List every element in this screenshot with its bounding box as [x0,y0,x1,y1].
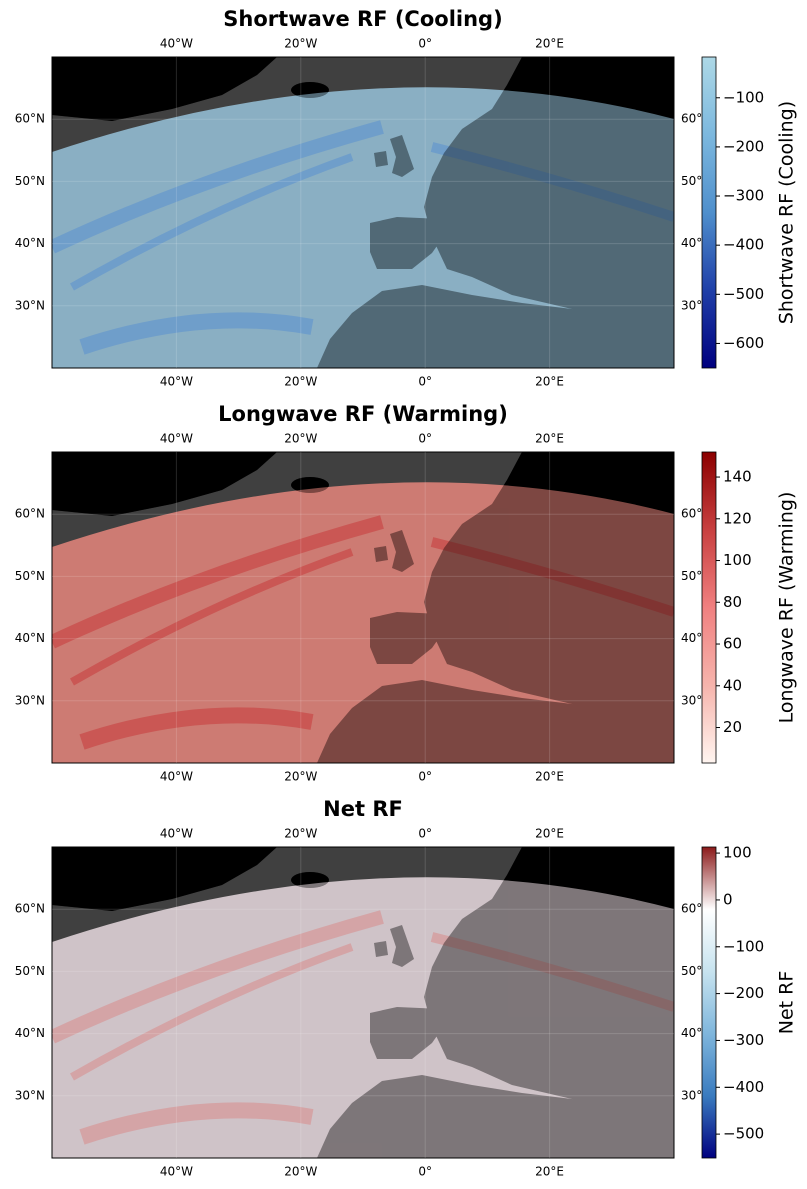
cloud-band [70,943,354,1081]
lat-label-left: 60°N [15,112,45,126]
lon-label-top: 40°W [160,827,193,841]
lon-label-top: 20°W [284,432,317,446]
cloud-band [52,515,384,649]
cloud-band [70,548,354,686]
colorbar [701,451,717,764]
colorbar-tick-label: −200 [723,984,764,1002]
lon-label-top: 20°E [535,432,564,446]
lat-label-left: 60°N [15,902,45,916]
colorbar-tick-label: 60 [723,635,742,653]
lat-label-left: 50°N [15,569,45,583]
lon-label-bottom: 40°W [160,770,193,784]
cloud-band [52,910,384,1044]
colorbar-tick-label: 20 [723,718,742,736]
cloud-band [79,1102,314,1145]
cloud-band [79,707,314,750]
lon-label-bottom: 20°W [284,1165,317,1179]
map: 40°W40°W20°W20°W0°0°20°E20°E60°N 60°N50°N… [15,827,712,1179]
lat-label-left: 50°N [15,174,45,188]
panel-title: Net RF [323,797,403,821]
cloud-band [52,120,384,254]
lon-label-top: 0° [418,37,432,51]
colorbar-tick-label: −400 [723,1078,764,1096]
map-frame [51,451,675,764]
lat-label-left: 40°N [15,631,45,645]
colorbar-tick-label: 40 [723,676,742,694]
colorbar-tick-label: 0 [723,890,733,908]
map: 40°W40°W20°W20°W0°0°20°E20°E60°N 60°N50°N… [15,37,712,389]
colorbar-tick-label: −300 [723,1031,764,1049]
lat-label-left: 30°N [15,693,45,707]
lon-label-bottom: 20°E [535,375,564,389]
colorbar-tick-label: −400 [723,236,764,254]
colorbar-tick-label: 100 [723,844,752,862]
colorbar-tick-label: 100 [723,551,752,569]
colorbar-tick-label: −300 [723,187,764,205]
lon-label-top: 40°W [160,37,193,51]
map-frame [51,56,675,369]
colorbar-tick-label: −100 [723,937,764,955]
lon-label-top: 20°E [535,37,564,51]
cloud-band [70,153,354,291]
lat-label-left: 30°N [15,298,45,312]
lon-label-bottom: 0° [418,1165,432,1179]
colorbar-label: Shortwave RF (Cooling) [776,101,798,324]
map-frame [51,846,675,1159]
colorbar-tick-label: −500 [723,285,764,303]
lon-label-bottom: 20°E [535,1165,564,1179]
lon-label-bottom: 0° [418,375,432,389]
colorbar-tick-label: −200 [723,137,764,155]
lon-label-top: 40°W [160,432,193,446]
colorbar-label: Net RF [776,971,798,1035]
panel-title: Longwave RF (Warming) [218,402,508,426]
colorbar-tick-label: −100 [723,88,764,106]
panel-title: Shortwave RF (Cooling) [223,7,502,31]
lat-label-left: 50°N [15,964,45,978]
lon-label-bottom: 20°E [535,770,564,784]
colorbar-tick-label: 120 [723,509,752,527]
lat-label-left: 40°N [15,236,45,250]
cloud-band [79,312,314,355]
lon-label-top: 0° [418,827,432,841]
colorbar-label: Longwave RF (Warming) [776,492,798,724]
colorbar-tick-label: −500 [723,1125,764,1143]
lon-label-top: 20°E [535,827,564,841]
colorbar-tick-label: −600 [723,334,764,352]
lon-label-top: 20°W [284,827,317,841]
lon-label-bottom: 20°W [284,375,317,389]
colorbar-tick-label: 140 [723,468,752,486]
colorbar-tick-label: 80 [723,593,742,611]
colorbar [701,56,717,369]
lon-label-bottom: 0° [418,770,432,784]
colorbar [701,846,717,1159]
lat-label-left: 60°N [15,507,45,521]
lon-label-bottom: 20°W [284,770,317,784]
lon-label-top: 0° [418,432,432,446]
lon-label-top: 20°W [284,37,317,51]
lon-label-bottom: 40°W [160,1165,193,1179]
lat-label-left: 40°N [15,1026,45,1040]
map: 40°W40°W20°W20°W0°0°20°E20°E60°N 60°N50°N… [15,432,712,784]
lon-label-bottom: 40°W [160,375,193,389]
lat-label-left: 30°N [15,1088,45,1102]
